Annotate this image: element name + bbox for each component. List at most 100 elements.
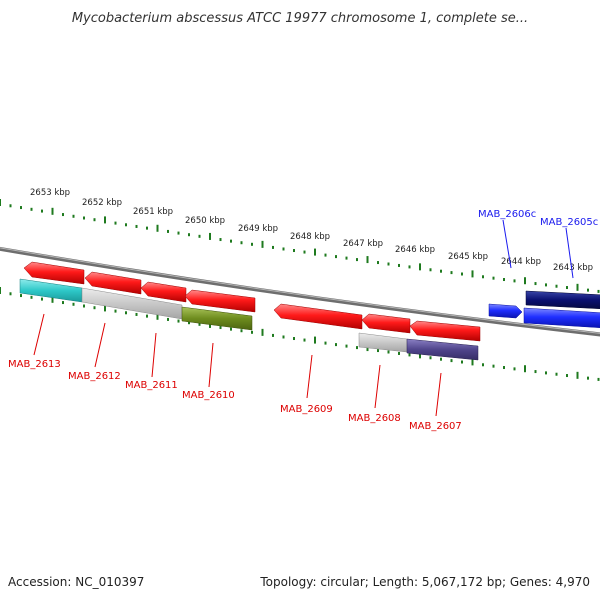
ruler-minor-tick xyxy=(20,206,22,210)
ruler-minor-tick xyxy=(429,356,432,360)
gene-arrow-mab-2613[interactable] xyxy=(23,261,85,285)
ruler-minor-tick xyxy=(356,258,358,262)
map-title: Mycobacterium abscessus ATCC 19977 chrom… xyxy=(72,11,528,26)
ruler-major-tick xyxy=(314,336,316,344)
ruler-minor-tick xyxy=(251,330,253,334)
ruler-major-tick xyxy=(261,240,264,248)
ruler-major-tick xyxy=(576,283,579,291)
tick-label: 2645 kbp xyxy=(448,252,488,262)
ruler-minor-tick xyxy=(72,214,75,218)
ruler-minor-tick xyxy=(272,245,274,249)
ruler-minor-tick xyxy=(587,376,589,380)
gene-arrow-mab-2606c[interactable] xyxy=(488,303,523,319)
ruler-major-tick xyxy=(156,312,159,320)
ruler-minor-tick xyxy=(555,372,558,376)
scale-tick-labels: 2653 kbp 2652 kbp 2651 kbp 2650 kbp 2649… xyxy=(30,188,593,273)
ruler-major-tick xyxy=(524,365,526,373)
ruler-minor-tick xyxy=(230,327,232,331)
ruler-minor-tick xyxy=(597,377,600,381)
ruler-minor-tick xyxy=(167,229,169,233)
gene-label-mab-2611[interactable]: MAB_2611 xyxy=(125,380,178,391)
gene-label-mab-2606c[interactable]: MAB_2606c xyxy=(478,209,536,220)
ruler-major-tick xyxy=(156,224,159,232)
ruler-minor-tick xyxy=(324,341,327,345)
ruler-minor-tick xyxy=(114,221,117,225)
ruler-major-tick xyxy=(419,263,421,271)
ruler-minor-tick xyxy=(440,269,442,273)
gene-label-mab-2609[interactable]: MAB_2609 xyxy=(280,404,333,415)
ruler-minor-tick xyxy=(62,301,64,305)
ruler-minor-tick xyxy=(566,286,568,290)
gene-arrow-mab-2612[interactable] xyxy=(84,271,142,295)
gene-arrow-mab-2610[interactable] xyxy=(184,289,256,313)
ruler-major-tick xyxy=(0,199,1,206)
tick-label: 2653 kbp xyxy=(30,188,70,198)
ruler-minor-tick xyxy=(272,333,274,337)
ruler-minor-tick xyxy=(387,350,390,354)
ruler-minor-tick xyxy=(146,314,148,318)
gene-arrow-mab-2609[interactable] xyxy=(273,303,363,330)
ruler-major-tick xyxy=(104,216,106,224)
ruler-minor-tick xyxy=(387,262,390,266)
ruler-minor-tick xyxy=(482,275,484,279)
ruler-minor-tick xyxy=(377,349,379,353)
ruler-minor-tick xyxy=(450,271,453,275)
ruler-minor-tick xyxy=(492,276,495,280)
ruler-minor-tick xyxy=(135,224,138,228)
ruler-minor-tick xyxy=(534,370,537,374)
ruler-minor-tick xyxy=(125,223,127,227)
tick-label: 2646 kbp xyxy=(395,245,435,255)
ruler-minor-tick xyxy=(282,247,285,251)
ruler-minor-tick xyxy=(219,238,222,242)
ruler-minor-tick xyxy=(461,272,463,276)
ruler-minor-tick xyxy=(282,335,285,339)
ruler-minor-tick xyxy=(345,256,348,260)
ruler-major-tick xyxy=(51,207,54,215)
scale-ruler-upper xyxy=(0,199,600,293)
ruler-minor-tick xyxy=(461,360,463,364)
accession-label: Accession: NC_010397 xyxy=(8,575,144,589)
gene-arrow-mab-2608[interactable] xyxy=(361,313,411,334)
ruler-minor-tick xyxy=(9,292,12,296)
gene-arrow-mab-2605c-lower[interactable] xyxy=(523,307,600,328)
ruler-minor-tick xyxy=(125,311,127,315)
ruler-minor-tick xyxy=(135,312,138,316)
genome-summary: Topology: circular; Length: 5,067,172 bp… xyxy=(259,575,590,589)
ruler-minor-tick xyxy=(587,288,589,292)
ruler-minor-tick xyxy=(345,344,348,348)
ruler-minor-tick xyxy=(93,218,96,222)
gene-label-mab-2607[interactable]: MAB_2607 xyxy=(409,421,462,432)
ruler-minor-tick xyxy=(534,282,537,286)
tick-label: 2649 kbp xyxy=(238,224,278,234)
ruler-minor-tick xyxy=(219,326,222,330)
feature-olive[interactable] xyxy=(181,306,253,331)
ruler-major-tick xyxy=(51,295,54,303)
gene-label-mab-2608[interactable]: MAB_2608 xyxy=(348,413,401,424)
tick-label: 2644 kbp xyxy=(501,257,541,267)
ruler-minor-tick xyxy=(303,250,306,254)
feature-gray[interactable] xyxy=(358,332,408,353)
ruler-minor-tick xyxy=(555,284,558,288)
feature-purple[interactable] xyxy=(406,338,479,361)
gene-arrow-mab-2607[interactable] xyxy=(409,320,481,342)
ruler-minor-tick xyxy=(303,338,306,342)
ruler-minor-tick xyxy=(198,234,201,238)
tick-label: 2647 kbp xyxy=(343,239,383,249)
tick-label: 2648 kbp xyxy=(290,232,330,242)
ruler-minor-tick xyxy=(398,263,400,267)
ruler-minor-tick xyxy=(177,319,180,323)
ruler-minor-tick xyxy=(513,367,516,371)
ruler-minor-tick xyxy=(408,265,411,269)
gene-label-mab-2610[interactable]: MAB_2610 xyxy=(182,390,235,401)
gene-label-mab-2605c[interactable]: MAB_2605c xyxy=(540,217,598,228)
ruler-major-tick xyxy=(261,328,264,336)
ruler-minor-tick xyxy=(335,343,337,347)
gene-label-mab-2613[interactable]: MAB_2613 xyxy=(8,359,61,370)
gene-label-mab-2612[interactable]: MAB_2612 xyxy=(68,371,121,382)
ruler-minor-tick xyxy=(41,209,43,213)
gene-arrow-mab-2605c[interactable] xyxy=(525,290,600,309)
ruler-minor-tick xyxy=(72,302,75,306)
ruler-minor-tick xyxy=(198,322,201,326)
ruler-minor-tick xyxy=(482,363,484,367)
tick-label: 2643 kbp xyxy=(553,263,593,273)
